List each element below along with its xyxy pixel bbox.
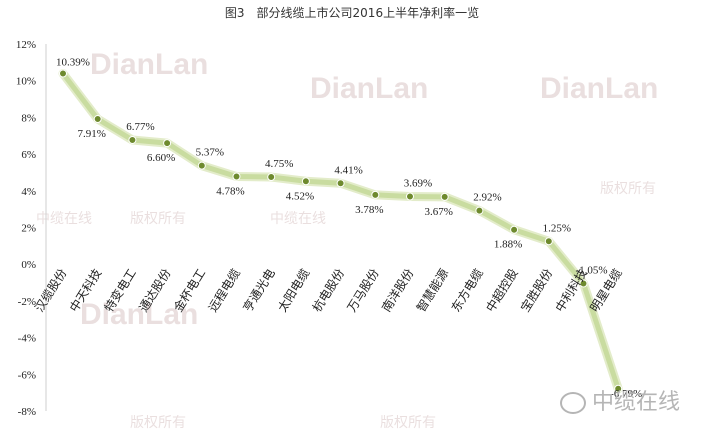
data-point	[510, 225, 519, 234]
y-tick-label: -4%	[18, 333, 36, 345]
chart-title: 图3 部分线缆上市公司2016上半年净利率一览	[224, 6, 480, 20]
x-tick-label: 太阳电缆	[274, 266, 312, 315]
data-label: 6.77%	[126, 121, 154, 133]
y-tick-label: 6%	[21, 149, 36, 161]
x-tick-label: 中超控股	[482, 266, 520, 315]
x-tick-label: 通达股份	[136, 266, 173, 314]
y-tick-label: 8%	[21, 112, 36, 124]
brand-logo: 中缆在线	[560, 384, 680, 416]
data-point	[406, 192, 414, 201]
y-tick-label: 10%	[16, 76, 36, 88]
data-label: 4.75%	[265, 158, 293, 170]
data-label: 1.25%	[543, 222, 571, 234]
data-point	[475, 206, 484, 215]
data-label: -1.05%	[575, 264, 607, 276]
x-tick-label: 金杯电工	[170, 266, 208, 315]
data-point	[59, 69, 67, 78]
x-tick-label: 中天科技	[66, 266, 104, 315]
y-tick-label: 2%	[21, 223, 36, 235]
data-point	[197, 161, 206, 170]
data-label: 10.39%	[56, 57, 90, 69]
data-label: 5.37%	[196, 147, 224, 159]
data-point	[163, 139, 172, 148]
data-label: 3.78%	[355, 204, 383, 216]
data-label: 3.67%	[424, 206, 452, 218]
x-tick-label: 智慧能源	[413, 266, 451, 315]
data-label: 3.69%	[404, 177, 432, 189]
data-point	[579, 279, 588, 288]
brand-text: 中缆在线	[592, 390, 681, 415]
wechat-icon	[560, 392, 586, 414]
y-tick-label: -6%	[18, 369, 36, 381]
data-point	[544, 237, 553, 246]
x-tick-label: 远程电缆	[205, 266, 243, 315]
data-label: 4.78%	[216, 185, 244, 197]
data-point	[128, 135, 137, 144]
data-point	[336, 179, 345, 188]
data-label: 6.60%	[147, 152, 175, 164]
data-label: -6.79%	[610, 388, 642, 400]
data-point	[93, 115, 102, 124]
x-tick-label: 亨通光电	[240, 266, 278, 315]
x-tick-label: 汉缆股份	[32, 266, 69, 314]
data-label: 4.41%	[334, 164, 362, 176]
data-point	[301, 177, 310, 186]
x-tick-label: 东方电缆	[448, 266, 486, 315]
data-point	[232, 172, 241, 181]
x-tick-label: 万马股份	[345, 266, 382, 314]
y-tick-label: -8%	[18, 406, 36, 418]
data-label: 7.91%	[77, 128, 105, 140]
data-point	[371, 190, 380, 199]
x-tick-label: 宝胜股份	[517, 266, 555, 315]
data-point	[440, 192, 449, 201]
data-label: 2.92%	[473, 192, 501, 204]
data-point	[267, 173, 276, 182]
y-tick-label: -2%	[18, 296, 36, 308]
y-tick-label: 0%	[21, 259, 36, 271]
y-tick-label: 12%	[16, 39, 36, 51]
x-tick-label: 南洋股份	[378, 266, 416, 315]
x-tick-label: 杭电股份	[309, 266, 347, 315]
data-label: 4.52%	[286, 190, 314, 202]
data-label: 1.88%	[494, 239, 522, 251]
y-tick-label: 4%	[21, 186, 36, 198]
data-point	[614, 384, 623, 393]
x-tick-label: 特变电工	[101, 266, 139, 315]
